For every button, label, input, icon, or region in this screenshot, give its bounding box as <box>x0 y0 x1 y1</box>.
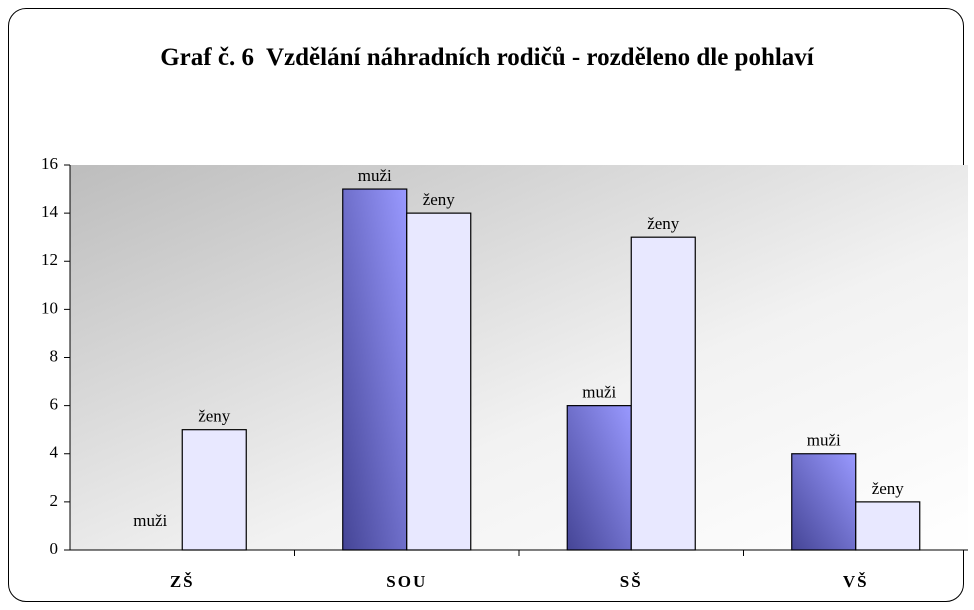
y-tick-label: 12 <box>41 250 58 269</box>
y-tick-label: 16 <box>41 154 58 173</box>
data-label: muži <box>358 166 392 185</box>
y-tick-label: 0 <box>50 539 59 558</box>
data-label: ženy <box>423 190 456 209</box>
chart-title: Graf č. 6 Vzdělání náhradních rodičů - r… <box>160 44 814 71</box>
bar <box>181 429 247 551</box>
y-tick-label: 4 <box>50 443 59 462</box>
y-tick-label: 10 <box>41 298 58 317</box>
y-tick-label: 6 <box>50 395 59 414</box>
data-label: ženy <box>872 479 905 498</box>
bar <box>630 236 696 551</box>
x-tick-label: SOU <box>386 572 427 591</box>
x-tick-label: SŠ <box>620 572 643 591</box>
x-tick-label: ZŠ <box>170 572 195 591</box>
data-label: ženy <box>198 407 231 426</box>
bar <box>406 212 472 551</box>
y-tick-label: 2 <box>50 491 59 510</box>
data-label: muži <box>582 383 616 402</box>
data-label: ženy <box>647 214 680 233</box>
y-tick-label: 14 <box>41 202 59 221</box>
x-tick-label: VŠ <box>843 572 869 591</box>
bar <box>855 501 921 551</box>
data-label: muži <box>133 511 167 530</box>
bar <box>791 453 857 551</box>
y-tick-label: 8 <box>50 346 59 365</box>
bar <box>342 188 408 551</box>
bar <box>566 405 632 551</box>
data-label: muži <box>807 431 841 450</box>
